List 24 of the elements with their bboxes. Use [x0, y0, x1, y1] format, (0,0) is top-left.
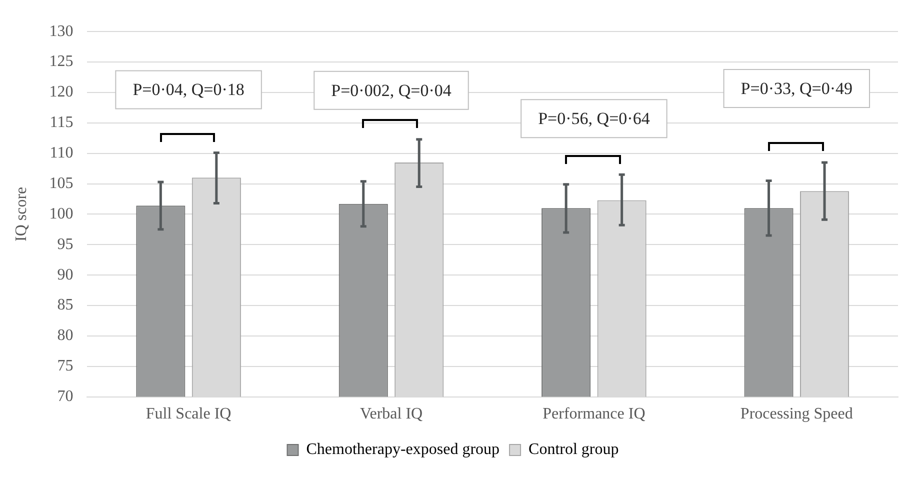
annotation: P=0·04, Q=0·18 [132, 80, 244, 100]
y-tick-label: 85 [57, 296, 74, 314]
y-tick-label: 105 [49, 174, 74, 192]
annotation: P=0·002, Q=0·04 [331, 80, 452, 100]
y-tick-label: 70 [57, 388, 74, 406]
y-tick-label: 100 [49, 205, 74, 222]
legend-label: Chemotherapy-exposed group [306, 441, 500, 458]
x-tick-label: Performance IQ [542, 406, 646, 423]
y-tick-label: 90 [57, 266, 74, 284]
y-tick-label: 75 [57, 358, 74, 375]
y-tick-label: 130 [49, 22, 74, 40]
annotation: P=0·56, Q=0·64 [538, 109, 650, 128]
x-tick-label: Verbal IQ [360, 406, 424, 423]
y-tick-label: 120 [49, 84, 74, 101]
x-tick-label: Processing Speed [740, 406, 853, 423]
y-tick-label: 125 [49, 53, 74, 70]
y-tick-label: 115 [50, 114, 74, 132]
y-tick-label: 95 [57, 236, 74, 253]
y-axis-title: IQ score [12, 186, 30, 242]
y-tick-label: 80 [57, 327, 74, 344]
annotation: P=0·33, Q=0·49 [740, 78, 853, 98]
x-tick-label: Full Scale IQ [146, 406, 232, 423]
legend-label: Control group [528, 441, 619, 458]
y-tick-label: 110 [50, 144, 74, 162]
